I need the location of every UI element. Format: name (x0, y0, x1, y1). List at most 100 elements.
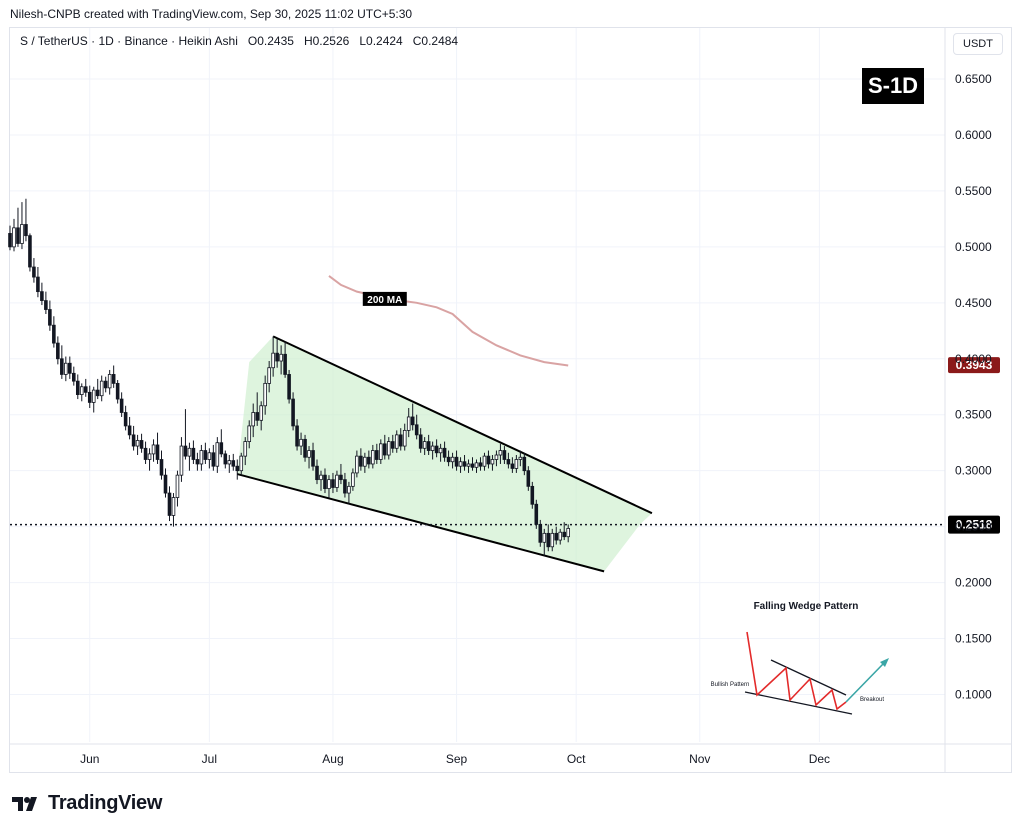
candle-up (402, 429, 407, 447)
candle-down (127, 425, 132, 436)
inset-title: Falling Wedge Pattern (754, 601, 859, 612)
inset-breakout-arrow (845, 662, 885, 703)
candle-down (418, 434, 423, 449)
x-tick-label: Dec (809, 752, 830, 766)
x-tick-label: Jul (202, 752, 217, 766)
candle-up (363, 456, 367, 467)
candle-up (20, 224, 24, 244)
candle-up (494, 454, 499, 460)
candle-down (83, 386, 88, 393)
candle-down (486, 455, 491, 465)
candle-up (207, 452, 212, 460)
candle-down (143, 447, 148, 460)
candle-down (111, 374, 116, 384)
ma-200-curve (328, 275, 569, 367)
x-tick-label: Jun (80, 752, 99, 766)
candle-down (554, 532, 559, 541)
candle-down (562, 531, 567, 538)
y-tick-label: 0.2500 (955, 520, 992, 534)
candle-down (478, 462, 483, 467)
y-tick-label: 0.1500 (955, 632, 992, 646)
candle-up (406, 416, 411, 431)
candle-up (91, 389, 96, 403)
candle-down (119, 398, 124, 413)
ma-price-box (948, 357, 1000, 374)
candle-up (355, 455, 359, 474)
x-tick-label: Aug (322, 752, 343, 766)
candle-down (32, 266, 36, 278)
wedge-lower-line (237, 473, 605, 573)
candle-down (530, 485, 535, 505)
y-tick-label: 0.6500 (955, 72, 992, 86)
candle-up (474, 462, 479, 468)
candle-down (390, 441, 395, 449)
candle-down (52, 324, 56, 344)
candle-up (215, 442, 220, 467)
last-price-line: 0.2518 (10, 515, 1000, 534)
tradingview-logo-text: TradingView (48, 792, 163, 814)
candle-up (558, 531, 563, 541)
candle-up (490, 459, 495, 465)
candle-down (295, 425, 299, 447)
candle-down (462, 461, 467, 467)
candle-up (319, 474, 323, 481)
candle-up (251, 412, 256, 427)
symbol-legend[interactable]: S / TetherUS · 1D · Binance · Heikin Ash… (20, 34, 458, 48)
x-axis: Jun Jul Aug Sep Oct Nov Dec (10, 743, 1011, 766)
inset-arrow-head (880, 658, 889, 667)
candle-up (394, 434, 399, 449)
candle-down (546, 532, 551, 548)
inset-label-left: Bullish Pattern (711, 682, 750, 688)
candle-down (311, 450, 315, 467)
tradingview-logo[interactable]: TradingView (12, 792, 162, 815)
candle-up (107, 374, 112, 389)
x-tick-label: Oct (567, 752, 586, 766)
candle-down (167, 492, 172, 516)
candle-down (538, 523, 543, 543)
candle-down (211, 452, 216, 467)
candle-down (398, 434, 403, 447)
candle-down (60, 358, 64, 375)
candle-down (303, 438, 307, 458)
candle-down (414, 424, 419, 436)
candle-down (275, 352, 279, 362)
symbol-line: S / TetherUS · 1D · Binance · Heikin Ash… (20, 34, 238, 48)
candle-up (271, 352, 275, 369)
candle-up (351, 472, 355, 487)
candle-up (307, 450, 311, 458)
candle-down (434, 445, 439, 454)
candle-down (56, 342, 60, 360)
candle-up (514, 459, 519, 469)
author-line: Nilesh-CNPB created with TradingView.com… (10, 7, 413, 21)
ohlc-high: H0.2526 (297, 34, 350, 48)
candle-up (542, 532, 547, 543)
y-tick-label: 0.3000 (955, 464, 992, 478)
candle-down (115, 382, 120, 400)
candle-up (450, 456, 455, 463)
candle-up (179, 445, 184, 476)
y-tick-label: 0.2000 (955, 576, 992, 590)
last-price-box (948, 515, 1000, 534)
tradingview-logo-icon (12, 796, 37, 811)
candle-up (135, 440, 140, 447)
y-tick-label: 0.1000 (955, 688, 992, 702)
y-axis: 0.6500 0.6000 0.5500 0.5000 0.4500 0.4000 0.35… (944, 28, 992, 772)
candle-down (191, 447, 196, 460)
candle-down (446, 456, 451, 463)
y-tick-label: 0.3500 (955, 408, 992, 422)
candle-down (287, 374, 291, 400)
inset-label-right: Breakout (860, 697, 884, 703)
y-tick-label: 0.6000 (955, 128, 992, 142)
candle-up (64, 362, 68, 375)
inset-price-path (746, 631, 847, 711)
candle-up (243, 441, 248, 457)
candle-up (327, 479, 331, 489)
candle-up (12, 227, 16, 248)
candle-down (510, 463, 515, 469)
candle-up (259, 405, 263, 421)
currency-selector[interactable]: USDT (953, 33, 1003, 55)
chart-frame (9, 27, 1012, 773)
ohlc-close: C0.2484 (406, 34, 459, 48)
candle-down (40, 291, 44, 301)
